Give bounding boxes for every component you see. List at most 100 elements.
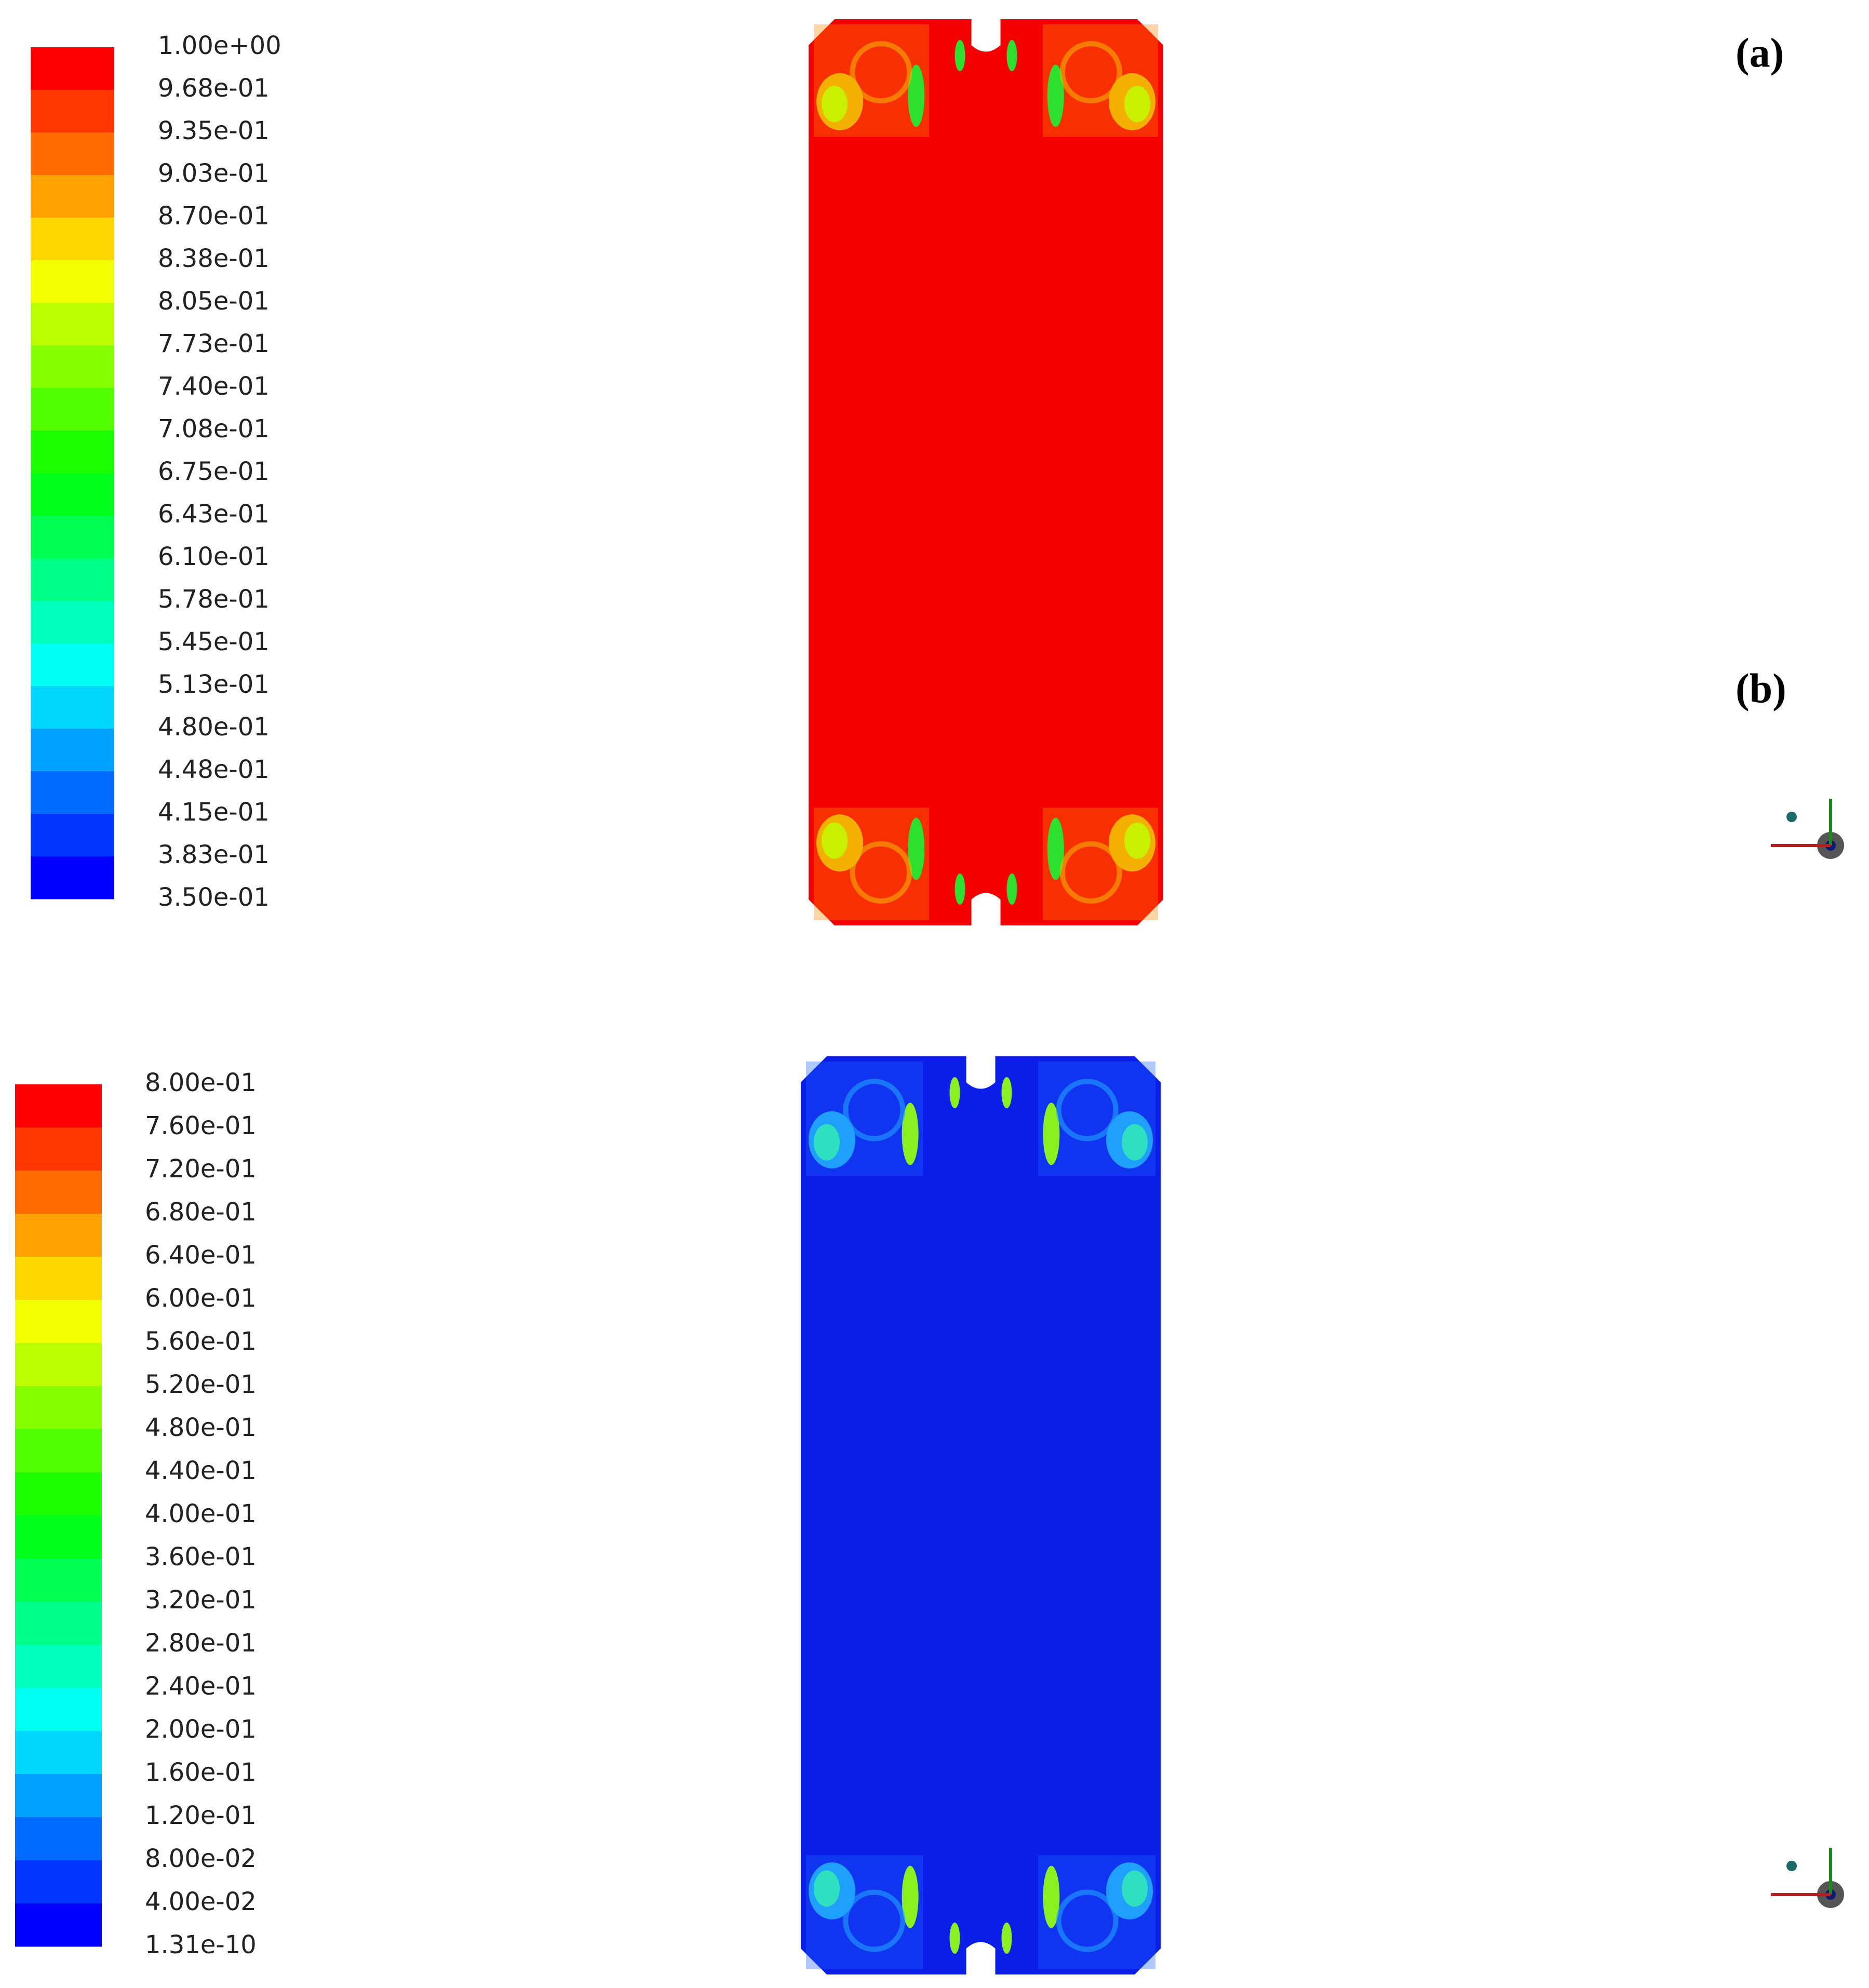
colorbar-band (15, 1472, 102, 1516)
contour-spot (1047, 64, 1064, 127)
colorbar-label: 9.35e-01 (158, 116, 270, 145)
colorbar-label: 3.83e-01 (158, 840, 270, 869)
contour-spot (822, 86, 848, 123)
colorbar-band (15, 1257, 102, 1300)
contour-spot (814, 1870, 840, 1907)
colorbar-label: 8.00e-01 (145, 1068, 257, 1097)
colorbar-label: 5.13e-01 (158, 670, 270, 699)
colorbar-band (15, 1559, 102, 1602)
contour-spot (954, 40, 965, 71)
colorbar-label: 2.40e-01 (145, 1672, 257, 1701)
colorbar-label: 5.45e-01 (158, 627, 270, 656)
contour-spot (908, 64, 925, 127)
port-ring (843, 1889, 906, 1952)
colorbar-band (15, 1343, 102, 1387)
colorbar-label: 6.00e-01 (145, 1284, 257, 1313)
colorbar-band (31, 601, 114, 644)
colorbar-band (15, 1731, 102, 1775)
colorbar-band (15, 1860, 102, 1904)
port-ring (1059, 41, 1122, 104)
colorbar-band (31, 558, 114, 601)
contour-spot (1124, 86, 1150, 123)
triad-z (1786, 812, 1797, 822)
colorbar-label: 9.03e-01 (158, 159, 270, 188)
colorbar-band (15, 1515, 102, 1559)
colorbar-band (15, 1429, 102, 1473)
colorbar-band (31, 260, 114, 303)
colorbar-label: 9.68e-01 (158, 74, 270, 103)
colorbar-label: 1.00e+00 (158, 31, 281, 60)
colorbar-label: 4.80e-01 (158, 713, 270, 742)
colorbar-band (31, 218, 114, 261)
colorbar-label: 4.80e-01 (145, 1413, 257, 1442)
colorbar-band (15, 1645, 102, 1688)
contour-spot (822, 822, 848, 859)
port-ring (850, 41, 912, 104)
colorbar-label: 4.40e-01 (145, 1456, 257, 1485)
colorbar-label: 7.40e-01 (158, 372, 270, 401)
colorbar-band (31, 771, 114, 814)
colorbar-label: 8.05e-01 (158, 287, 270, 316)
contour-spot (1001, 1923, 1012, 1954)
colorbar-band (31, 132, 114, 176)
colorbar-band (15, 1171, 102, 1214)
colorbar-label: 8.70e-01 (158, 202, 270, 231)
colorbar-label: 4.15e-01 (158, 798, 270, 827)
panel-label: (a) (1736, 30, 1784, 76)
colorbar-band (31, 729, 114, 772)
colorbar-band (31, 345, 114, 388)
colorbar-label: 7.08e-01 (158, 414, 270, 444)
port-ring (850, 841, 912, 904)
colorbar-label: 7.73e-01 (158, 329, 270, 358)
colorbar-label: 7.20e-01 (145, 1154, 257, 1184)
contour-plate (809, 19, 1163, 925)
colorbar-label: 4.00e-02 (145, 1887, 257, 1916)
panel-label: (b) (1736, 666, 1786, 711)
colorbar-label: 3.60e-01 (145, 1542, 257, 1571)
colorbar-label: 3.50e-01 (158, 883, 270, 912)
colorbar-band (15, 1127, 102, 1171)
triad-z (1786, 1861, 1797, 1871)
colorbar-label: 7.60e-01 (145, 1111, 257, 1140)
colorbar-band (15, 1817, 102, 1861)
port-ring (1056, 1889, 1119, 1952)
colorbar-label: 6.43e-01 (158, 500, 270, 529)
contour-spot (949, 1077, 960, 1108)
colorbar-band (31, 473, 114, 516)
colorbar-label: 2.80e-01 (145, 1629, 257, 1658)
contour-spot (954, 874, 965, 905)
colorbar-band (15, 1214, 102, 1257)
contour-spot (1122, 1124, 1148, 1161)
colorbar-label: 4.00e-01 (145, 1499, 257, 1528)
contour-spot (908, 817, 925, 880)
colorbar-label: 2.00e-01 (145, 1715, 257, 1744)
port-ring (1056, 1079, 1119, 1141)
colorbar-label: 6.80e-01 (145, 1198, 257, 1227)
colorbar-band (15, 1084, 102, 1128)
colorbar-band (31, 47, 114, 90)
colorbar-label: 6.75e-01 (158, 457, 270, 486)
colorbar-band (31, 431, 114, 474)
colorbar-label: 1.31e-10 (145, 1930, 257, 1959)
colorbar-label: 6.40e-01 (145, 1241, 257, 1270)
colorbar-band (31, 90, 114, 133)
contour-spot (1122, 1870, 1148, 1907)
colorbar-band (31, 175, 114, 218)
colorbar-band (31, 856, 114, 899)
port-ring (1059, 841, 1122, 904)
colorbar-band (15, 1903, 102, 1947)
colorbar-band (31, 643, 114, 687)
colorbar-band (31, 686, 114, 729)
colorbar-band (15, 1386, 102, 1430)
colorbar-band (15, 1688, 102, 1731)
colorbar-label: 5.20e-01 (145, 1370, 257, 1399)
colorbar-label: 1.20e-01 (145, 1801, 257, 1830)
colorbar-label: 1.60e-01 (145, 1758, 257, 1787)
contour-spot (1006, 874, 1017, 905)
colorbar-label: 5.78e-01 (158, 585, 270, 614)
contour-spot (1124, 822, 1150, 859)
colorbar-label: 8.00e-02 (145, 1844, 257, 1873)
colorbar-label: 5.60e-01 (145, 1327, 257, 1356)
contour-spot (902, 1865, 919, 1928)
